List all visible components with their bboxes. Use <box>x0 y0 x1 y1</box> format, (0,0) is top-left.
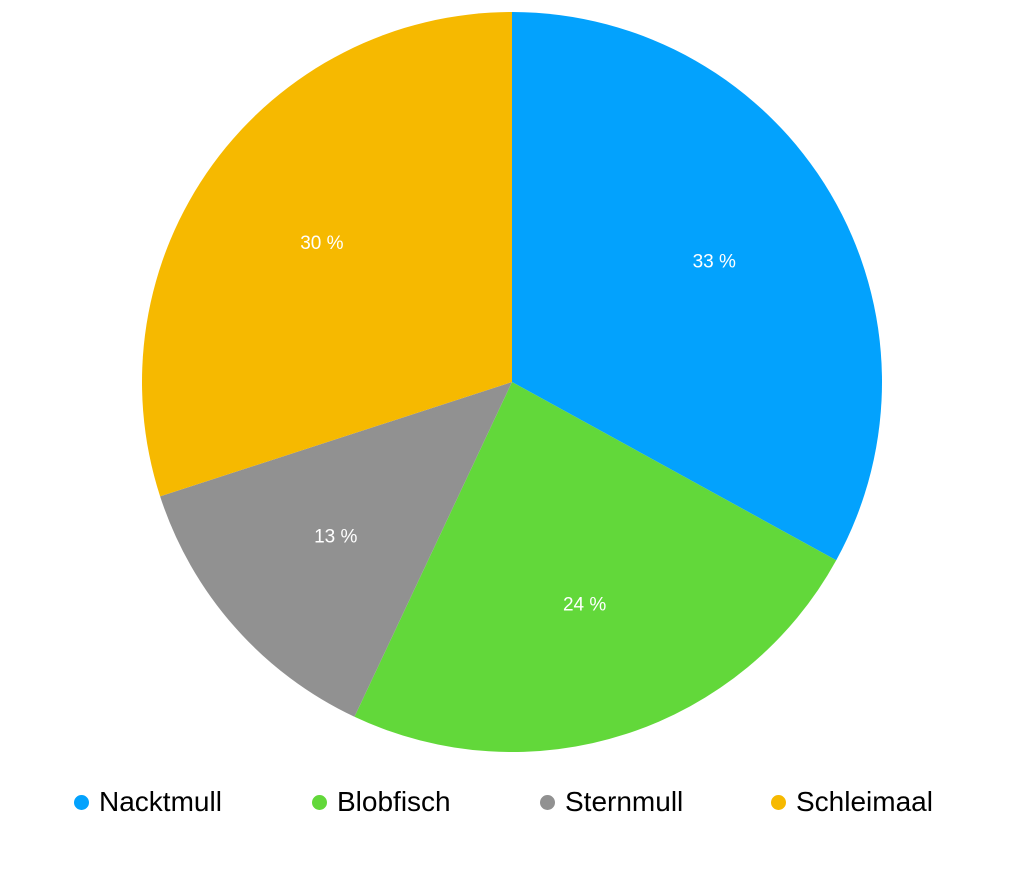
pie-slice-nacktmull <box>512 12 883 561</box>
pie-value-label-nacktmull: 33 % <box>693 251 736 272</box>
pie-slice-sternmull <box>160 382 513 717</box>
legend-marker-blobfisch <box>312 794 327 810</box>
legend-label-sternmull: Sternmull <box>565 786 684 817</box>
pie-slices <box>141 12 883 753</box>
legend-item-blobfisch: Blobfisch <box>312 782 451 822</box>
legend-marker-sternmull <box>540 794 555 810</box>
pie-value-label-schleimaal: 30 % <box>300 233 343 254</box>
legend-label-nacktmull: Nacktmull <box>99 786 222 817</box>
legend-marker-nacktmull <box>74 794 89 810</box>
pie-slice-schleimaal <box>141 12 512 497</box>
pie-value-label-blobfisch: 24 % <box>563 595 606 616</box>
legend-label-schleimaal: Schleimaal <box>796 786 933 817</box>
legend-item-schleimaal: Schleimaal <box>771 782 933 822</box>
pie-value-label-sternmull: 13 % <box>314 526 357 547</box>
pie-value-labels: 33 % 24 % 13 % 30 % <box>300 233 736 616</box>
chart-legend: Nacktmull Blobfisch Sternmull Schleimaal <box>0 782 1024 822</box>
pie-slice-blobfisch <box>354 382 837 753</box>
legend-item-sternmull: Sternmull <box>540 782 683 822</box>
legend-marker-schleimaal <box>771 794 786 810</box>
legend-label-blobfisch: Blobfisch <box>337 786 451 817</box>
legend-item-nacktmull: Nacktmull <box>74 782 222 822</box>
